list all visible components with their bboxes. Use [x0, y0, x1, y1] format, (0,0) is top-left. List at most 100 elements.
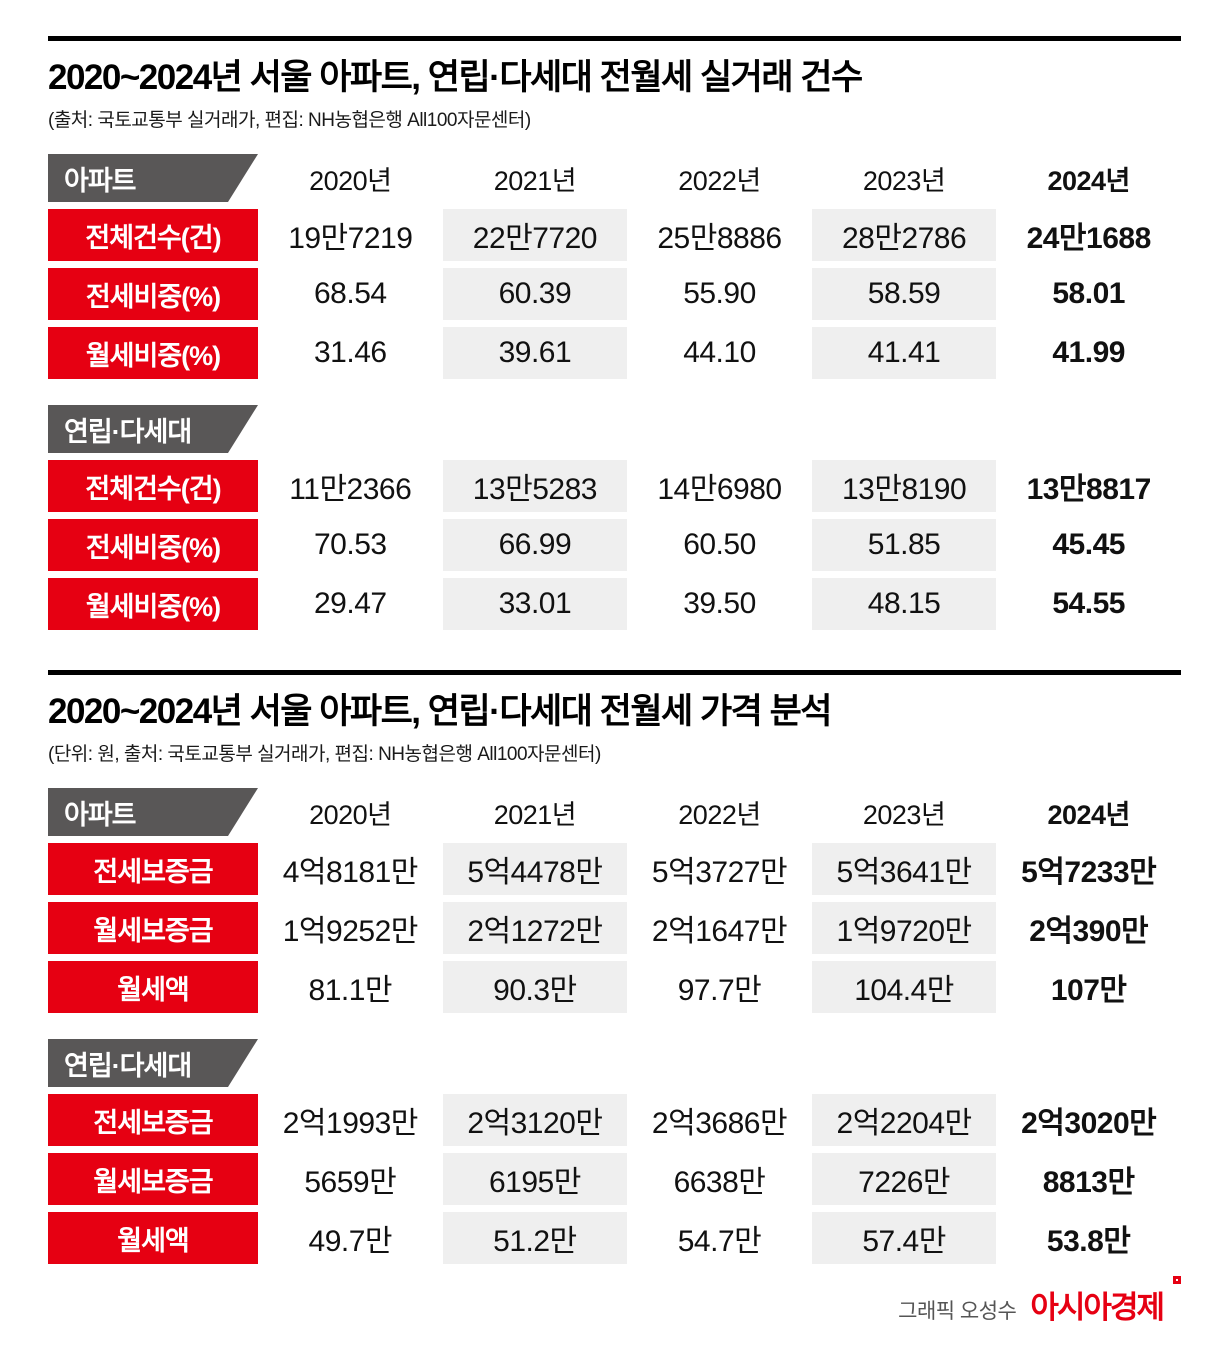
value-cell: 2억3686만 [651, 1107, 788, 1140]
value-cell: 39.50 [683, 587, 756, 620]
value-cell: 2억3120만 [442, 1094, 628, 1146]
row-label: 전세비중(%) [48, 268, 258, 320]
value-cell: 4억8181만 [282, 856, 419, 889]
value-cell: 41.99 [1052, 336, 1125, 369]
value-cell: 81.1만 [308, 974, 393, 1007]
table-apartment-counts: 아파트 2020년 2021년 2022년 2023년 2024년 전체건수(건… [48, 154, 1181, 379]
value-cell: 44.10 [683, 336, 756, 369]
year-header-2020: 2020년 [309, 799, 392, 830]
table-row: 전체건수(건) 11만2366 13만5283 14만6980 13만8190 … [48, 460, 1181, 512]
value-cell: 51.85 [811, 519, 997, 571]
table-header-row: 연립·다세대 [48, 405, 1181, 453]
value-cell: 6638만 [673, 1166, 766, 1199]
row-label: 전세보증금 [48, 843, 258, 895]
value-cell: 90.3만 [442, 961, 628, 1013]
value-cell: 55.90 [683, 277, 756, 310]
value-cell: 45.45 [1052, 528, 1125, 561]
asiae-logo-mark [1173, 1276, 1181, 1284]
row-label: 월세액 [48, 1212, 258, 1264]
value-cell: 70.53 [314, 528, 387, 561]
section2-subtitle: (단위: 원, 출처: 국토교통부 실거래가, 편집: NH농협은행 All10… [48, 744, 601, 765]
value-cell: 19만7219 [288, 222, 413, 255]
value-cell: 66.99 [442, 519, 628, 571]
group-tab-apartment: 아파트 [48, 154, 258, 202]
group-tab-apartment: 아파트 [48, 788, 258, 836]
row-label: 월세비중(%) [48, 578, 258, 630]
table-row: 월세보증금 1억9252만 2억1272만 2억1647만 1억9720만 2억… [48, 902, 1181, 954]
table-row: 월세보증금 5659만 6195만 6638만 7226만 8813만 [48, 1153, 1181, 1205]
table-rowhouse-prices: 연립·다세대 전세보증금 2억1993만 2억3120만 2억3686만 2억2… [48, 1039, 1181, 1264]
value-cell: 58.01 [1052, 277, 1125, 310]
value-cell: 1억9720만 [811, 902, 997, 954]
table-row: 전세비중(%) 68.54 60.39 55.90 58.59 58.01 [48, 268, 1181, 320]
value-cell: 51.2만 [442, 1212, 628, 1264]
row-label: 월세비중(%) [48, 327, 258, 379]
table-row: 전세비중(%) 70.53 66.99 60.50 51.85 45.45 [48, 519, 1181, 571]
value-cell: 5659만 [304, 1166, 397, 1199]
row-label: 월세보증금 [48, 902, 258, 954]
table-rowhouse-counts: 연립·다세대 전체건수(건) 11만2366 13만5283 14만6980 1… [48, 405, 1181, 630]
row-label: 전세비중(%) [48, 519, 258, 571]
year-header-2023: 2023년 [862, 165, 946, 196]
value-cell: 68.54 [314, 277, 387, 310]
value-cell: 107만 [1050, 974, 1127, 1007]
footer: 그래픽 오성수 아시아경제 [48, 1276, 1181, 1327]
group-tab-rowhouse: 연립·다세대 [48, 405, 258, 453]
section2-title: 2020~2024년 서울 아파트, 연립·다세대 전월세 가격 분석 [48, 692, 833, 731]
value-cell: 48.15 [811, 578, 997, 630]
value-cell: 60.50 [683, 528, 756, 561]
value-cell: 2억1993만 [282, 1107, 419, 1140]
row-label: 월세액 [48, 961, 258, 1013]
value-cell: 1억9252만 [282, 915, 419, 948]
year-header-2020: 2020년 [309, 165, 392, 196]
top-rule [48, 36, 1181, 41]
section-divider-rule [48, 670, 1181, 675]
value-cell: 22만7720 [442, 209, 628, 261]
value-cell: 54.7만 [677, 1225, 762, 1258]
value-cell: 28만2786 [811, 209, 997, 261]
value-cell: 5억4478만 [442, 843, 628, 895]
value-cell: 7226만 [811, 1153, 997, 1205]
section1-title: 2020~2024년 서울 아파트, 연립·다세대 전월세 실거래 건수 [48, 58, 863, 97]
year-header-2024: 2024년 [1047, 799, 1130, 830]
value-cell: 5억7233만 [1021, 856, 1157, 889]
value-cell: 31.46 [314, 336, 387, 369]
value-cell: 11만2366 [289, 473, 412, 506]
table-row: 월세비중(%) 29.47 33.01 39.50 48.15 54.55 [48, 578, 1181, 630]
value-cell: 14만6980 [657, 473, 782, 506]
value-cell: 54.55 [1052, 587, 1125, 620]
year-header-2021: 2021년 [493, 799, 577, 830]
table-row: 전세보증금 4억8181만 5억4478만 5억3727만 5억3641만 5억… [48, 843, 1181, 895]
asiae-logo: 아시아경제 [1030, 1276, 1181, 1327]
table-row: 전체건수(건) 19만7219 22만7720 25만8886 28만2786 … [48, 209, 1181, 261]
value-cell: 5억3641만 [811, 843, 997, 895]
value-cell: 25만8886 [657, 222, 782, 255]
year-header-2023: 2023년 [862, 799, 946, 830]
row-label: 전세보증금 [48, 1094, 258, 1146]
header-spacer [258, 1039, 1181, 1087]
value-cell: 2억3020만 [1021, 1107, 1157, 1140]
value-cell: 97.7만 [677, 974, 762, 1007]
value-cell: 13만5283 [442, 460, 628, 512]
table-row: 월세액 81.1만 90.3만 97.7만 104.4만 107만 [48, 961, 1181, 1013]
table-apartment-prices: 아파트 2020년 2021년 2022년 2023년 2024년 전세보증금 … [48, 788, 1181, 1013]
asiae-logo-text: 아시아경제 [1030, 1290, 1165, 1325]
row-label: 전체건수(건) [48, 460, 258, 512]
section1-subtitle: (출처: 국토교통부 실거래가, 편집: NH농협은행 All100자문센터) [48, 110, 531, 131]
value-cell: 53.8만 [1046, 1225, 1131, 1258]
footer-credit: 그래픽 오성수 [898, 1300, 1017, 1323]
year-header-2021: 2021년 [493, 165, 577, 196]
header-spacer [258, 405, 1181, 453]
year-header-2024: 2024년 [1047, 165, 1130, 196]
row-label: 전체건수(건) [48, 209, 258, 261]
value-cell: 49.7만 [308, 1225, 393, 1258]
value-cell: 24만1688 [1026, 222, 1152, 255]
value-cell: 104.4만 [811, 961, 997, 1013]
table-header-row: 아파트 2020년 2021년 2022년 2023년 2024년 [48, 788, 1181, 836]
value-cell: 5억3727만 [651, 856, 788, 889]
table-header-row: 연립·다세대 [48, 1039, 1181, 1087]
value-cell: 2억390만 [1029, 915, 1149, 948]
year-header-2022: 2022년 [678, 799, 761, 830]
value-cell: 58.59 [811, 268, 997, 320]
